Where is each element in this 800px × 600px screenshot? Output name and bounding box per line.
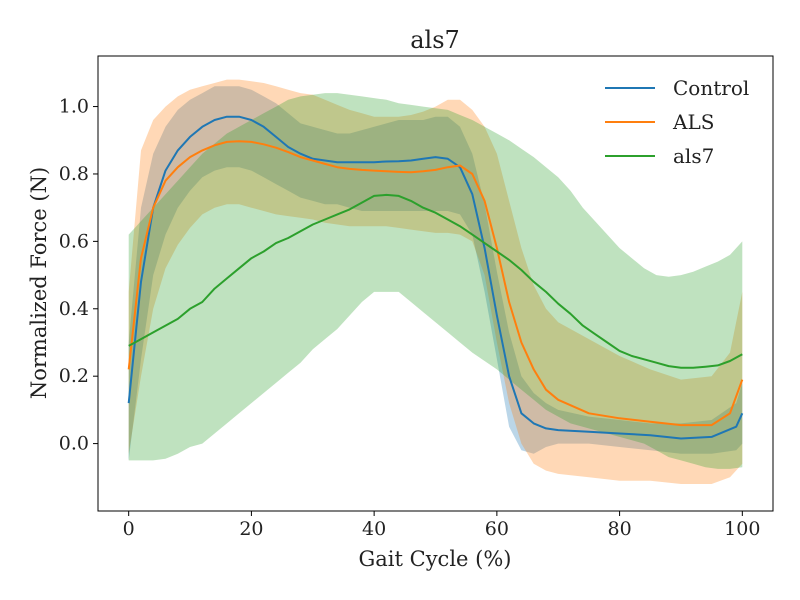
confidence-bands [128, 79, 743, 484]
line-als [127, 140, 744, 427]
legend: Control ALS als7 [605, 76, 749, 168]
band-control [128, 86, 743, 461]
x-tick-label: 40 [362, 518, 386, 540]
x-axis-ticks: 0 20 40 60 80 100 [123, 511, 760, 540]
x-axis-label: Gait Cycle (%) [359, 547, 512, 571]
band-als [128, 79, 743, 484]
chart-title: als7 [410, 26, 460, 54]
x-tick-label: 60 [485, 518, 509, 540]
x-tick-label: 80 [607, 518, 631, 540]
y-axis-label: Normalized Force (N) [27, 167, 51, 399]
legend-label-als: ALS [672, 110, 714, 134]
plot-frame [97, 55, 774, 512]
band-als7 [128, 93, 743, 469]
y-tick-label: 0.0 [59, 433, 89, 455]
y-tick-label: 1.0 [59, 96, 89, 118]
y-tick-label: 0.4 [59, 298, 89, 320]
y-tick-label: 0.8 [59, 163, 89, 185]
y-tick-label: 0.6 [59, 230, 89, 252]
legend-label-als7: als7 [673, 144, 714, 168]
x-tick-label: 20 [239, 518, 263, 540]
y-axis-ticks: 0.0 0.2 0.4 0.6 0.8 1.0 [59, 96, 98, 455]
legend-label-control: Control [673, 76, 749, 100]
x-tick-label: 100 [724, 518, 760, 540]
x-tick-label: 0 [123, 518, 135, 540]
series-lines [127, 115, 744, 440]
y-tick-label: 0.2 [59, 365, 89, 387]
line-als7 [128, 193, 743, 369]
line-control [127, 115, 744, 440]
